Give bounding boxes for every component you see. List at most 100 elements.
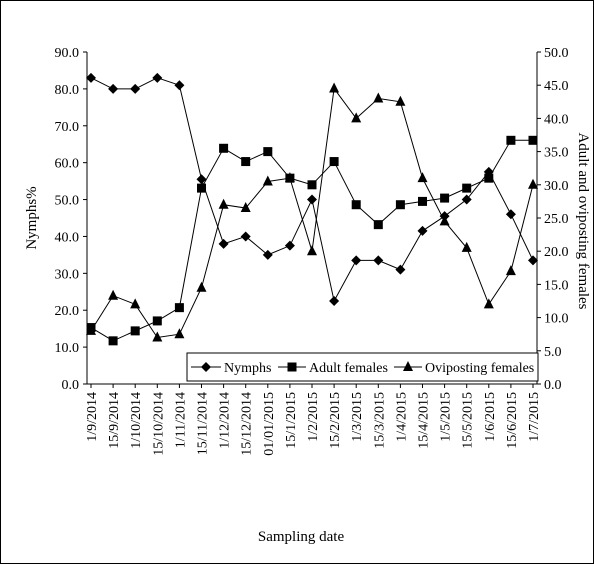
y-tick-label-left: 0.0 [62, 378, 80, 393]
nymphs-point [240, 231, 251, 242]
x-tick-label: 1/2/2015 [306, 392, 321, 442]
nymphs-point [373, 255, 384, 266]
y-tick-label-right: 25.0 [544, 212, 569, 227]
nymphs-point [130, 83, 141, 94]
x-tick-label: 1/7/2015 [527, 392, 542, 442]
x-tick-label: 15/6/2015 [505, 392, 520, 449]
oviposting-females-point [461, 241, 472, 252]
adult-females-point [241, 157, 251, 167]
x-tick-label: 1/5/2015 [439, 392, 454, 442]
adult-females-point [528, 135, 538, 145]
x-tick-label: 15/12/2014 [240, 392, 255, 456]
series-line [90, 87, 534, 339]
oviposting-females-point [218, 198, 229, 209]
oviposting-females-point [528, 178, 538, 189]
adult-females-point [484, 173, 494, 183]
oviposting-females-point [174, 328, 185, 339]
oviposting-females-point [262, 175, 273, 186]
adult-females-point [418, 196, 427, 206]
x-tick-label: 15/4/2015 [417, 392, 432, 449]
series-nymphs [86, 72, 538, 306]
y-tick-label-right: 15.0 [544, 278, 569, 293]
legend-label: Oviposting females [425, 361, 534, 376]
y-tick-label-right: 30.0 [544, 179, 569, 194]
y-tick-label-left: 30.0 [55, 267, 80, 282]
x-tick-label: 15/1/2015 [284, 392, 299, 449]
oviposting-females-point [329, 82, 340, 93]
adult-females-point [462, 183, 472, 193]
oviposting-females-point [152, 331, 163, 342]
y-axis-title-left: Nymphs% [24, 186, 40, 249]
adult-females-point [373, 220, 383, 230]
series-adult-females [86, 135, 538, 346]
x-tick-label: 1/6/2015 [483, 392, 498, 442]
x-tick-label: 15/9/2014 [107, 392, 122, 449]
adult-females-point [440, 193, 450, 203]
adult-females-point [152, 316, 162, 326]
nymphs-point [218, 238, 229, 249]
nymphs-point [108, 83, 119, 94]
adult-females-point [329, 157, 339, 167]
adult-females-point [108, 336, 118, 346]
adult-females-point [197, 183, 206, 193]
x-tick-label: 1/9/2014 [85, 392, 100, 442]
series-line [90, 139, 533, 342]
nymphs-point [196, 174, 207, 185]
oviposting-females-point [108, 289, 119, 300]
adult-females-point [307, 180, 317, 190]
y-tick-label-right: 50.0 [544, 46, 569, 61]
x-tick-label: 1/4/2015 [394, 392, 409, 442]
oviposting-females-point [307, 245, 317, 256]
nymphs-point [284, 240, 295, 251]
x-tick-label: 1/11/2014 [173, 392, 188, 448]
x-tick-label: 15/5/2015 [461, 392, 476, 449]
y-tick-label-right: 0.0 [544, 378, 562, 393]
y-tick-label-right: 20.0 [544, 245, 569, 260]
oviposting-females-point [417, 172, 428, 183]
adult-females-point [263, 147, 273, 157]
oviposting-females-point [373, 92, 384, 103]
x-axis-title: Sampling date [258, 529, 345, 545]
nymphs-point [152, 72, 163, 83]
nymphs-point [174, 80, 185, 91]
y-tick-label-right: 40.0 [544, 112, 569, 127]
nymphs-point [307, 194, 317, 205]
x-tick-label: 1/10/2014 [129, 392, 144, 449]
oviposting-females-point [86, 324, 96, 335]
y-tick-label-right: 35.0 [544, 146, 569, 161]
oviposting-females-point [505, 265, 516, 276]
legend-label: Nymphs [224, 361, 271, 376]
y-tick-label-left: 80.0 [55, 83, 80, 98]
y-tick-label-left: 60.0 [55, 157, 80, 172]
y-tick-label-left: 10.0 [55, 341, 80, 356]
oviposting-females-point [284, 172, 295, 183]
adult-females-point [351, 200, 361, 210]
adult-females-point [506, 135, 516, 145]
nymphs-point [505, 209, 516, 220]
series-oviposting-females [86, 82, 538, 342]
oviposting-females-point [351, 112, 362, 123]
x-tick-label: 01/01/2015 [262, 392, 277, 456]
x-tick-label: 15/10/2014 [151, 392, 166, 456]
x-tick-label: 15/3/2015 [372, 392, 387, 449]
adult-females-point [130, 326, 140, 336]
y-tick-label-left: 20.0 [55, 304, 80, 319]
oviposting-females-point [439, 215, 450, 226]
y-tick-label-left: 50.0 [55, 194, 80, 209]
oviposting-females-point [130, 298, 141, 309]
oviposting-females-point [240, 202, 251, 213]
x-tick-label: 1/3/2015 [350, 392, 365, 442]
adult-females-point [287, 362, 297, 372]
y-tick-label-left: 40.0 [55, 230, 80, 245]
y-tick-label-left: 70.0 [55, 120, 80, 135]
nymphs-point [201, 362, 211, 372]
nymphs-point [395, 264, 406, 275]
nymphs-point [417, 225, 428, 236]
adult-females-point [174, 303, 184, 313]
x-tick-label: 15/11/2014 [196, 392, 211, 455]
x-tick-label: 15/2/2015 [328, 392, 343, 449]
oviposting-females-point [483, 298, 494, 309]
nymphs-point [528, 255, 538, 266]
nymphs-point [461, 194, 472, 205]
